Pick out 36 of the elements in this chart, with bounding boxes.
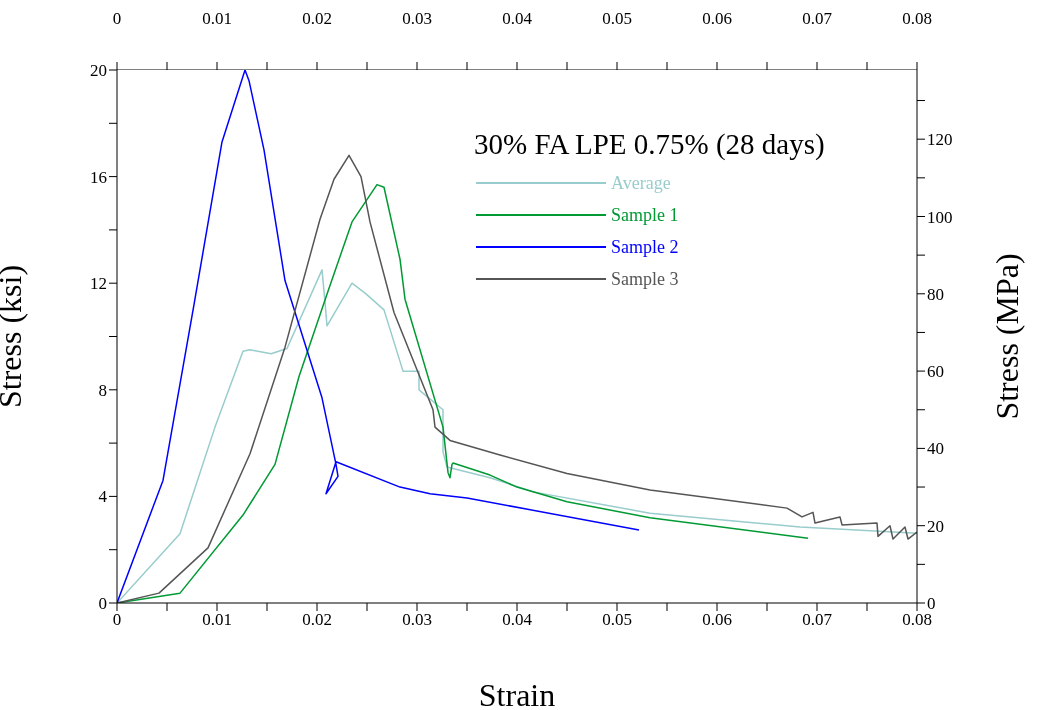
x-tick-label: 0.03	[402, 610, 432, 630]
x-tick-label: 0.01	[202, 610, 232, 630]
y2-tick-label: 40	[927, 439, 944, 459]
x2-tick-label: 0.03	[402, 9, 432, 28]
y-tick-label: 8	[98, 380, 107, 400]
x2-tick-label: 0.04	[502, 9, 533, 28]
y-tick-label: 16	[90, 167, 107, 187]
x-tick-label: 0.02	[302, 610, 332, 630]
y2-tick-label: 120	[927, 130, 953, 150]
x-tick-label: 0.07	[802, 610, 833, 630]
legend-title: 30% FA LPE 0.75% (28 days)	[474, 128, 825, 161]
y-tick-label: 4	[98, 487, 108, 507]
text: Sample 1	[611, 204, 679, 226]
x2-tick-label: 0	[112, 9, 122, 28]
x2-tick-label: 0.01	[202, 9, 232, 28]
y2-tick-label: 60	[927, 362, 944, 382]
y2-axis-title: Stress (MPa)	[989, 253, 1026, 420]
x2-tick-label: 0.07	[802, 9, 833, 28]
text: Sample 2	[611, 236, 679, 258]
x-tick-label: 0	[112, 610, 122, 630]
y2-tick-label: 100	[927, 207, 953, 227]
y-tick-label: 20	[90, 61, 107, 81]
text: Sample 3	[611, 268, 679, 290]
x2-tick-label: 0.06	[702, 9, 732, 28]
x2-tick-label: 0.08	[902, 9, 932, 28]
y2-tick-label: 20	[927, 516, 944, 536]
x-tick-label: 0.05	[602, 610, 632, 630]
y2-tick-label: 80	[927, 284, 944, 304]
y-tick-label: 12	[90, 274, 107, 294]
y-tick-label: 0	[98, 594, 107, 614]
x-tick-label: 0.04	[502, 610, 533, 630]
text: Average	[611, 172, 671, 194]
x-tick-label: 0.06	[702, 610, 732, 630]
x-axis-title: Strain	[478, 677, 556, 710]
x2-tick-label: 0.05	[602, 9, 632, 28]
x2-tick-label: 0.02	[302, 9, 332, 28]
